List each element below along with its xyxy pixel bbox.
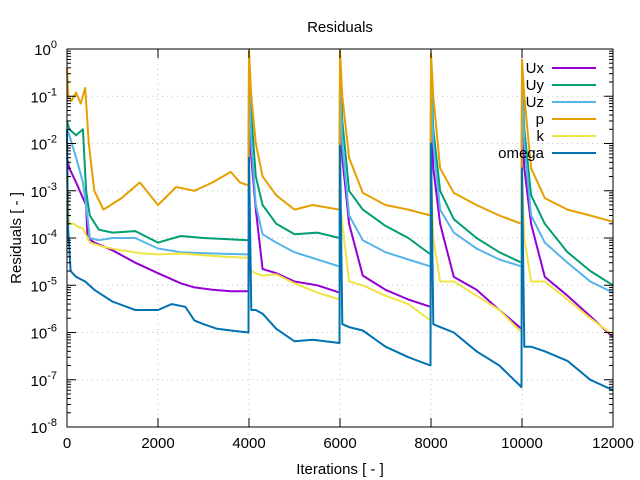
y-tick-exponent: -1 (47, 86, 57, 98)
x-tick-labels: 0 2000 4000 6000 8000 10000 12000 (63, 435, 634, 452)
legend-label: omega (498, 145, 545, 162)
y-tick-exponent: -6 (47, 323, 57, 335)
series-line-omega (66, 129, 614, 392)
series-group (66, 50, 614, 392)
y-tick-exponent: -5 (47, 275, 57, 287)
y-tick-label: 10-5 (31, 275, 57, 295)
y-tick-label: 10-7 (31, 370, 57, 390)
legend-label: Ux (526, 60, 545, 77)
y-tick-exponent: -3 (47, 181, 57, 193)
y-tick-exponent: -7 (47, 370, 57, 382)
x-tick-label: 8000 (414, 435, 447, 452)
y-tick-label: 10-3 (31, 181, 57, 201)
y-tick-base: 10 (31, 373, 48, 390)
y-tick-base: 10 (31, 137, 48, 154)
legend-label: k (537, 128, 545, 145)
y-tick-base: 10 (31, 278, 48, 295)
y-tick-label: 10-4 (31, 228, 57, 248)
series-line-p (66, 50, 614, 225)
y-tick-exponent: -8 (47, 417, 57, 429)
y-tick-base: 10 (34, 42, 51, 59)
x-tick-label: 4000 (232, 435, 265, 452)
chart-title: Residuals (307, 19, 373, 36)
y-tick-exponent: 0 (51, 39, 57, 51)
y-tick-base: 10 (31, 326, 48, 343)
y-tick-label: 10-8 (31, 417, 57, 437)
y-tick-base: 10 (31, 89, 48, 106)
y-tick-label: 10-2 (31, 134, 57, 154)
x-tick-label: 12000 (592, 435, 634, 452)
y-tick-exponent: -2 (47, 134, 57, 146)
y-tick-base: 10 (31, 184, 48, 201)
y-tick-base: 10 (31, 231, 48, 248)
y-tick-base: 10 (31, 420, 48, 437)
y-axis-label: Residuals [ - ] (8, 192, 25, 284)
y-tick-label: 10-6 (31, 323, 57, 343)
axes (66, 48, 614, 428)
y-tick-label: 100 (34, 39, 57, 59)
legend-label: Uy (526, 77, 545, 94)
x-tick-label: 10000 (501, 435, 543, 452)
x-tick-label: 0 (63, 435, 71, 452)
legend-label: Uz (526, 94, 544, 111)
x-axis-label: Iterations [ - ] (296, 461, 384, 478)
y-tick-exponent: -4 (47, 228, 57, 240)
y-tick-label: 10-1 (31, 86, 57, 106)
series-line-ux (66, 95, 614, 338)
x-tick-label: 2000 (141, 435, 174, 452)
legend-label: p (536, 111, 544, 128)
plot-frame (66, 48, 614, 428)
x-tick-label: 6000 (323, 435, 356, 452)
